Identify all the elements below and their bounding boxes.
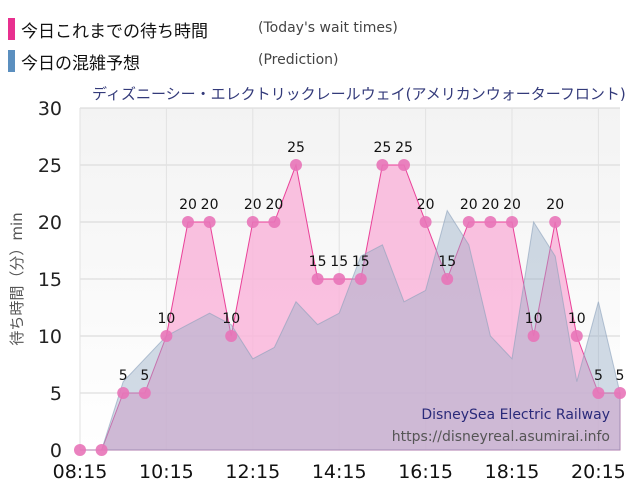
y-tick-label: 15 <box>38 269 62 291</box>
series-area-today <box>80 163 621 451</box>
data-label: 20 <box>546 197 564 213</box>
data-label: 20 <box>460 197 478 213</box>
x-tick-label: 08:15 <box>53 461 108 483</box>
data-point <box>419 216 432 228</box>
data-point <box>376 159 389 171</box>
data-label: 15 <box>330 254 348 270</box>
y-tick-label: 5 <box>50 383 62 405</box>
data-label: 20 <box>201 197 219 213</box>
source-url: https://disneyreal.asumirai.info <box>392 429 610 445</box>
data-label: 20 <box>417 197 435 213</box>
data-point <box>311 273 324 285</box>
data-label: 20 <box>265 197 283 213</box>
data-point <box>225 330 238 342</box>
data-point <box>462 216 475 228</box>
data-label: 5 <box>119 368 128 384</box>
data-label: 20 <box>481 197 499 213</box>
data-point <box>203 216 216 228</box>
x-tick-label: 16:15 <box>398 461 453 483</box>
data-point <box>182 216 194 228</box>
y-tick-label: 10 <box>38 326 62 348</box>
data-point <box>74 444 86 456</box>
y-tick-label: 25 <box>38 155 62 177</box>
y-tick-label: 0 <box>50 440 62 462</box>
legend-item-prediction: 今日の混雑予想 (Prediction) <box>8 50 338 74</box>
source-name: DisneySea Electric Railway <box>421 407 610 423</box>
data-label: 5 <box>616 368 625 384</box>
y-tick-label: 30 <box>38 98 62 120</box>
data-label: 10 <box>222 311 240 327</box>
data-point <box>592 387 605 399</box>
data-point <box>246 216 259 228</box>
x-axis-ticks: 08:15 10:15 12:15 14:15 16:15 18:15 20:15 <box>53 461 626 483</box>
data-label: 15 <box>438 254 456 270</box>
data-point <box>549 216 562 228</box>
data-label: 5 <box>594 368 603 384</box>
data-point <box>160 330 173 342</box>
y-axis-label: 待ち時間（分）min <box>8 212 26 345</box>
x-tick-label: 14:15 <box>312 461 367 483</box>
data-label: 15 <box>352 254 370 270</box>
data-label: 10 <box>568 311 586 327</box>
data-point <box>527 330 540 342</box>
legend-swatch-today <box>8 18 15 40</box>
y-tick-label: 20 <box>38 212 62 234</box>
data-point <box>290 159 302 171</box>
legend-label-today: 今日これまでの待ち時間 <box>21 21 208 42</box>
y-axis-ticks: 0 5 10 15 20 25 30 <box>38 98 62 462</box>
legend-sub-today: (Today's wait times) <box>258 20 398 36</box>
data-point <box>441 273 454 285</box>
legend-label-prediction: 今日の混雑予想 <box>21 53 140 74</box>
data-label: 10 <box>525 311 543 327</box>
data-point <box>570 330 583 342</box>
data-point <box>506 216 518 228</box>
data-label: 20 <box>179 197 197 213</box>
data-label: 10 <box>157 311 175 327</box>
data-point <box>333 273 346 285</box>
data-point <box>484 216 497 228</box>
legend-sub-prediction: (Prediction) <box>258 52 339 68</box>
series-area-prediction <box>80 209 621 451</box>
x-tick-label: 20:15 <box>571 461 626 483</box>
data-point <box>117 387 130 399</box>
data-point <box>614 387 626 399</box>
x-tick-label: 12:15 <box>225 461 280 483</box>
data-label: 25 <box>373 140 391 156</box>
legend-swatch-prediction <box>8 50 15 72</box>
legend-item-today: 今日これまでの待ち時間 (Today's wait times) <box>8 18 398 42</box>
chart-title: ディズニーシー・エレクトリックレールウェイ(アメリカンウォーターフロント) <box>92 85 626 103</box>
series-areas <box>80 163 621 451</box>
data-points <box>74 159 626 456</box>
data-label: 15 <box>309 254 327 270</box>
data-label: 25 <box>395 140 413 156</box>
x-tick-label: 10:15 <box>139 461 194 483</box>
x-tick-label: 18:15 <box>485 461 540 483</box>
data-point <box>398 159 410 171</box>
data-label: 5 <box>140 368 149 384</box>
data-label: 20 <box>244 197 262 213</box>
data-label: 20 <box>503 197 521 213</box>
data-label: 25 <box>287 140 305 156</box>
data-point <box>95 444 108 456</box>
data-point <box>138 387 151 399</box>
data-point <box>354 273 367 285</box>
data-point <box>268 216 281 228</box>
